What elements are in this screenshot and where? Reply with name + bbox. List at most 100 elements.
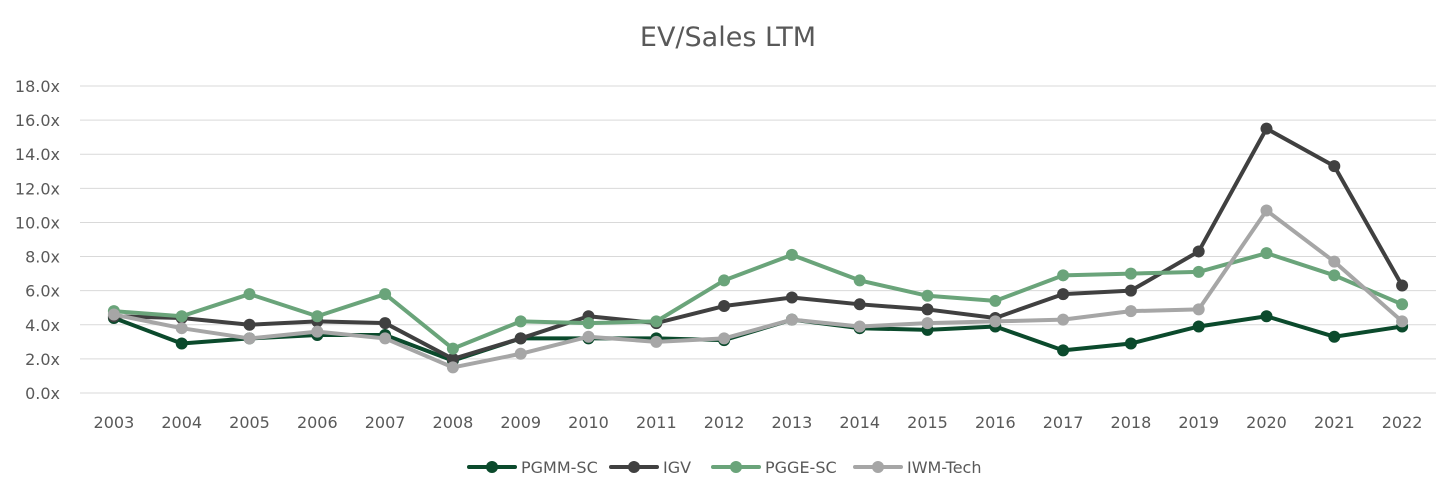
x-tick-label: 2006	[297, 413, 338, 432]
data-point-igv	[853, 298, 866, 311]
data-point-pgge-sc	[379, 288, 392, 301]
legend-item-iwm-tech: IWM-Tech	[853, 458, 981, 477]
y-tick-label: 4.0x	[25, 316, 60, 335]
data-point-pgge-sc	[446, 342, 459, 355]
data-point-iwm-tech	[243, 332, 256, 345]
data-point-pgmm-sc	[1260, 310, 1273, 323]
x-tick-label: 2012	[704, 413, 745, 432]
data-point-igv	[243, 318, 256, 331]
data-point-igv	[921, 303, 934, 316]
legend-item-igv: IGV	[609, 458, 691, 477]
data-point-iwm-tech	[311, 325, 324, 338]
data-point-iwm-tech	[1057, 313, 1070, 326]
x-tick-label: 2014	[839, 413, 880, 432]
data-point-pgge-sc	[1124, 267, 1137, 280]
x-tick-label: 2008	[433, 413, 474, 432]
series-line-pgge-sc	[111, 251, 1405, 351]
x-tick-label: 2018	[1111, 413, 1152, 432]
legend-marker	[486, 461, 498, 473]
x-tick-label: 2010	[568, 413, 609, 432]
x-tick-label: 2017	[1043, 413, 1084, 432]
data-point-pgge-sc	[1057, 269, 1070, 282]
legend-item-pgmm-sc: PGMM-SC	[467, 458, 598, 477]
x-tick-label: 2020	[1246, 413, 1287, 432]
legend-label: IWM-Tech	[907, 458, 981, 477]
x-tick-label: 2011	[636, 413, 677, 432]
legend-label: PGGE-SC	[765, 458, 837, 477]
data-point-iwm-tech	[1192, 303, 1205, 316]
y-tick-label: 10.0x	[15, 213, 60, 232]
data-point-pgge-sc	[785, 248, 798, 261]
data-point-pgge-sc	[514, 315, 527, 328]
data-point-iwm-tech	[107, 308, 120, 321]
data-point-pgge-sc	[243, 288, 256, 301]
data-point-pgge-sc	[1396, 298, 1409, 311]
data-point-iwm-tech	[921, 317, 934, 330]
series-pgge-sc	[107, 247, 1409, 355]
x-tick-label: 2004	[161, 413, 202, 432]
data-point-pgmm-sc	[1192, 320, 1205, 333]
series-pgmm-sc	[107, 310, 1409, 367]
data-point-iwm-tech	[175, 322, 188, 335]
data-point-iwm-tech	[446, 361, 459, 374]
data-point-iwm-tech	[650, 335, 663, 348]
x-tick-label: 2013	[772, 413, 813, 432]
y-tick-label: 18.0x	[15, 77, 60, 96]
data-point-iwm-tech	[1328, 255, 1341, 268]
data-point-pgmm-sc	[1124, 337, 1137, 350]
series-iwm-tech	[107, 204, 1409, 374]
legend-marker	[628, 461, 640, 473]
series-line-iwm-tech	[111, 208, 1405, 370]
legend-label: PGMM-SC	[521, 458, 598, 477]
data-point-iwm-tech	[989, 315, 1002, 328]
data-point-pgge-sc	[311, 310, 324, 323]
x-tick-label: 2003	[94, 413, 135, 432]
data-point-pgge-sc	[650, 315, 663, 328]
data-point-pgge-sc	[1328, 269, 1341, 282]
data-point-pgge-sc	[718, 274, 731, 287]
data-point-pgge-sc	[1192, 265, 1205, 278]
data-point-igv	[718, 300, 731, 313]
data-point-iwm-tech	[1260, 204, 1273, 217]
y-tick-label: 8.0x	[25, 248, 60, 267]
y-tick-label: 6.0x	[25, 282, 60, 301]
data-point-igv	[1192, 245, 1205, 258]
data-point-pgge-sc	[582, 317, 595, 330]
data-point-pgmm-sc	[175, 337, 188, 350]
x-tick-label: 2007	[365, 413, 406, 432]
x-tick-label: 2009	[500, 413, 541, 432]
chart-title: EV/Sales LTM	[639, 22, 817, 53]
data-point-pgmm-sc	[1057, 344, 1070, 357]
x-tick-label: 2016	[975, 413, 1016, 432]
data-point-iwm-tech	[1124, 305, 1137, 318]
data-point-iwm-tech	[1396, 315, 1409, 328]
legend-marker	[872, 461, 884, 473]
x-tick-label: 2019	[1178, 413, 1219, 432]
data-point-igv	[1124, 284, 1137, 297]
y-tick-label: 0.0x	[25, 384, 60, 403]
y-tick-label: 2.0x	[25, 350, 60, 369]
data-point-iwm-tech	[718, 332, 731, 345]
data-point-igv	[379, 317, 392, 330]
legend-item-pgge-sc: PGGE-SC	[711, 458, 837, 477]
legend-marker	[730, 461, 742, 473]
data-point-igv	[446, 352, 459, 365]
y-tick-label: 12.0x	[15, 179, 60, 198]
data-point-igv	[1328, 160, 1341, 173]
series-line-igv	[111, 126, 1405, 361]
data-point-igv	[785, 291, 798, 304]
data-point-igv	[1260, 122, 1273, 135]
y-tick-label: 14.0x	[15, 145, 60, 164]
y-tick-label: 16.0x	[15, 111, 60, 130]
data-point-igv	[1057, 288, 1070, 301]
x-tick-label: 2021	[1314, 413, 1355, 432]
x-tick-label: 2005	[229, 413, 270, 432]
data-point-iwm-tech	[514, 347, 527, 360]
x-tick-label: 2022	[1382, 413, 1423, 432]
data-point-iwm-tech	[785, 313, 798, 326]
data-point-pgmm-sc	[1328, 330, 1341, 343]
data-point-iwm-tech	[379, 332, 392, 345]
data-point-pgge-sc	[175, 310, 188, 323]
